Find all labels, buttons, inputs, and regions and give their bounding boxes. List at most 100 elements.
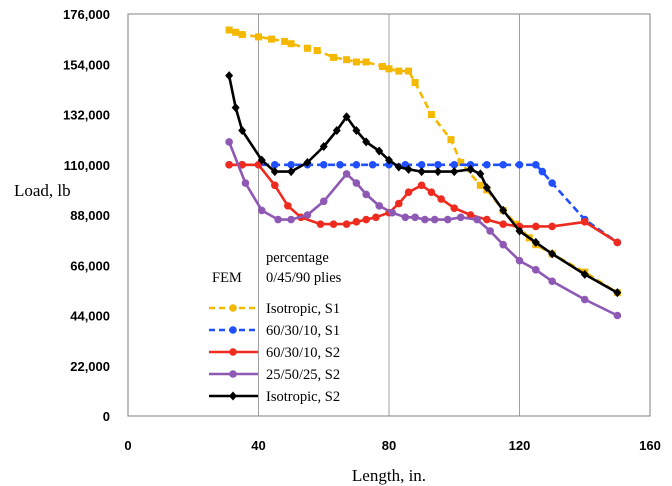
legend-label: Isotropic, S1 bbox=[266, 301, 340, 317]
data-point bbox=[411, 79, 419, 87]
plot-area-frame bbox=[127, 13, 651, 417]
data-point bbox=[225, 26, 233, 34]
data-point bbox=[368, 160, 377, 169]
data-point bbox=[404, 164, 413, 174]
data-point bbox=[343, 56, 351, 64]
series-layer bbox=[225, 26, 622, 320]
data-point bbox=[499, 220, 507, 228]
series-line bbox=[227, 75, 619, 294]
data-point bbox=[499, 205, 508, 215]
data-point bbox=[378, 63, 386, 71]
legend-entry: 25/50/25, S2 bbox=[209, 367, 340, 383]
data-point bbox=[538, 167, 547, 176]
data-point bbox=[225, 71, 234, 81]
data-point bbox=[319, 160, 328, 169]
data-point bbox=[548, 249, 557, 259]
x-tick-label: 80 bbox=[382, 438, 396, 453]
y-tick-label: 88,000 bbox=[70, 208, 110, 223]
data-point bbox=[613, 238, 622, 247]
data-point bbox=[342, 170, 351, 178]
data-point bbox=[303, 211, 312, 219]
data-point bbox=[287, 215, 295, 224]
legend-label: 25/50/25, S2 bbox=[266, 367, 340, 383]
data-point bbox=[281, 37, 289, 45]
data-point bbox=[447, 136, 455, 144]
data-point bbox=[352, 160, 361, 169]
data-point bbox=[430, 215, 439, 224]
data-point bbox=[404, 188, 413, 196]
data-point bbox=[303, 157, 312, 167]
y-tick-label: 22,000 bbox=[70, 359, 110, 374]
data-point bbox=[457, 158, 465, 166]
legend: percentage FEM 0/45/90 plies Isotropic, … bbox=[209, 250, 342, 405]
data-point bbox=[427, 188, 436, 196]
data-point bbox=[319, 197, 328, 206]
data-point bbox=[466, 211, 475, 219]
legend-label: 60/30/10, S1 bbox=[266, 323, 340, 339]
data-point bbox=[274, 215, 282, 224]
data-point bbox=[613, 311, 622, 320]
legend-entry: 60/30/10, S2 bbox=[209, 345, 340, 361]
y-axis-ticks: 0 22,000 44,000 66,000 88,000 110,000 132,000 1… bbox=[63, 7, 110, 424]
data-point bbox=[433, 167, 442, 177]
data-point bbox=[515, 160, 524, 169]
data-point bbox=[284, 202, 292, 210]
data-point bbox=[483, 160, 491, 169]
data-point bbox=[437, 195, 446, 203]
data-point bbox=[483, 215, 491, 224]
data-point bbox=[456, 213, 465, 222]
y-tick-label: 132,000 bbox=[63, 108, 110, 123]
x-tick-label: 40 bbox=[251, 438, 265, 453]
data-point bbox=[405, 67, 413, 75]
data-point bbox=[287, 40, 295, 48]
y-tick-label: 154,000 bbox=[63, 57, 110, 72]
y-tick-label: 44,000 bbox=[70, 309, 110, 324]
legend-swatch-marker bbox=[229, 348, 237, 356]
data-point bbox=[482, 183, 491, 193]
x-axis-ticks: 0 40 80 120 160 bbox=[124, 438, 660, 453]
legend-swatch-marker bbox=[229, 391, 237, 401]
data-point bbox=[238, 31, 246, 39]
data-point bbox=[394, 199, 403, 208]
data-point bbox=[532, 222, 540, 231]
data-point bbox=[385, 155, 393, 165]
data-point bbox=[352, 179, 361, 187]
data-point bbox=[271, 181, 279, 190]
data-point bbox=[450, 204, 459, 212]
data-point bbox=[362, 58, 370, 66]
legend-header-line2: 0/45/90 plies bbox=[266, 270, 342, 286]
data-point bbox=[450, 167, 459, 177]
data-point bbox=[515, 256, 524, 265]
data-point bbox=[450, 160, 459, 169]
data-point bbox=[499, 240, 507, 249]
data-point bbox=[287, 167, 296, 177]
data-point bbox=[352, 58, 360, 66]
data-point bbox=[232, 28, 240, 36]
data-point bbox=[401, 213, 410, 222]
y-tick-label: 110,000 bbox=[64, 158, 110, 173]
data-point bbox=[512, 220, 520, 228]
data-point bbox=[532, 160, 540, 169]
data-point bbox=[241, 179, 250, 187]
data-point bbox=[476, 181, 484, 189]
series-group bbox=[225, 71, 622, 298]
data-point bbox=[421, 215, 429, 224]
data-point bbox=[257, 206, 266, 215]
y-tick-label: 176,000 bbox=[63, 7, 110, 22]
data-point bbox=[532, 266, 540, 274]
data-point bbox=[362, 137, 371, 147]
legend-swatch-marker bbox=[229, 304, 237, 312]
x-tick-label: 120 bbox=[509, 438, 531, 453]
data-point bbox=[580, 295, 589, 304]
data-point bbox=[372, 213, 380, 222]
y-tick-label: 66,000 bbox=[70, 258, 110, 273]
data-point bbox=[231, 103, 240, 113]
data-point bbox=[531, 237, 540, 247]
legend-header-line1: percentage bbox=[266, 250, 329, 266]
data-point bbox=[352, 125, 361, 135]
data-point bbox=[238, 125, 247, 135]
data-point bbox=[332, 125, 341, 135]
data-point bbox=[515, 226, 524, 236]
data-point bbox=[394, 162, 403, 172]
data-point bbox=[271, 160, 279, 169]
